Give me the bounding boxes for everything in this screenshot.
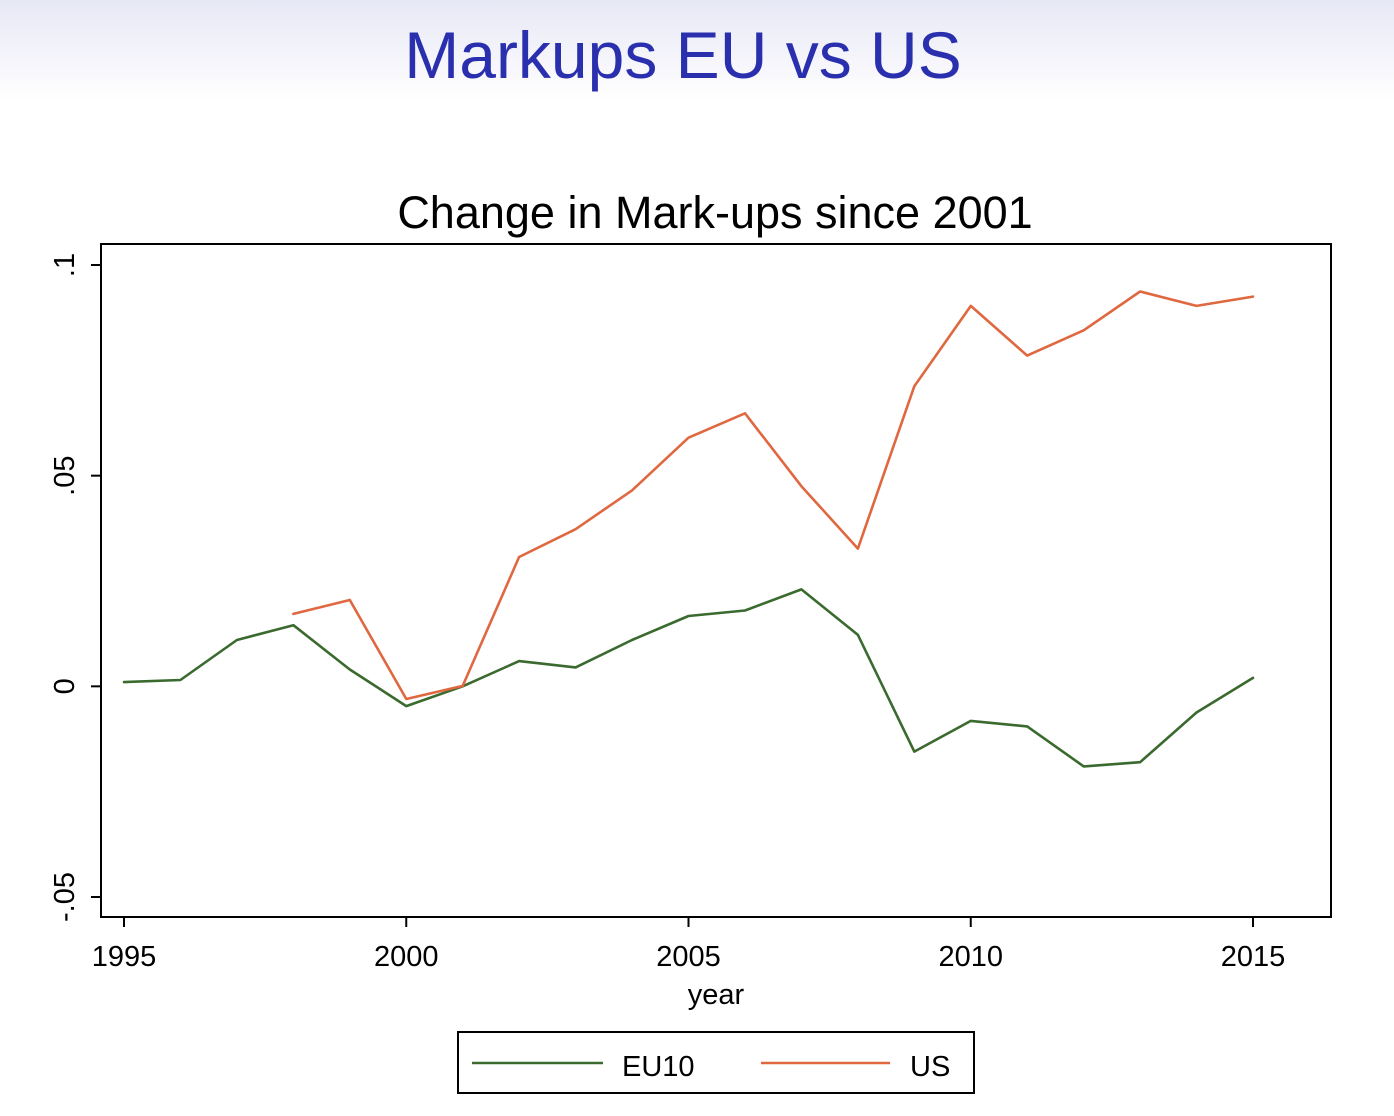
series-layer (122, 290, 1255, 768)
y-tick-label: -.05 (49, 872, 81, 922)
legend: EU10 US (457, 1031, 975, 1094)
slide-title: Markups EU vs US (404, 18, 962, 92)
y-tick-label: 0 (49, 678, 81, 694)
legend-label-eu10: EU10 (622, 1051, 695, 1083)
x-tick-label: 2000 (374, 941, 439, 973)
x-tick-label: 2010 (938, 941, 1003, 973)
y-tick-label: .1 (49, 253, 81, 277)
plot-frame (100, 243, 1332, 918)
y-axis: -.05 0 .05 .1 (49, 253, 101, 922)
x-tick-label: 2005 (656, 941, 721, 973)
x-axis-label: year (688, 979, 745, 1011)
x-tick-label: 1995 (92, 941, 157, 973)
legend-label-us: US (910, 1051, 950, 1083)
series-line-eu10 (122, 588, 1255, 768)
chart-title: Change in Mark-ups since 2001 (397, 187, 1032, 238)
x-tick-label: 2015 (1221, 941, 1286, 973)
x-axis: 1995 2000 2005 2010 2015 (92, 917, 1286, 973)
y-tick-label: .05 (49, 456, 81, 496)
series-line-us (292, 290, 1255, 701)
slide-header-band (0, 0, 1394, 100)
